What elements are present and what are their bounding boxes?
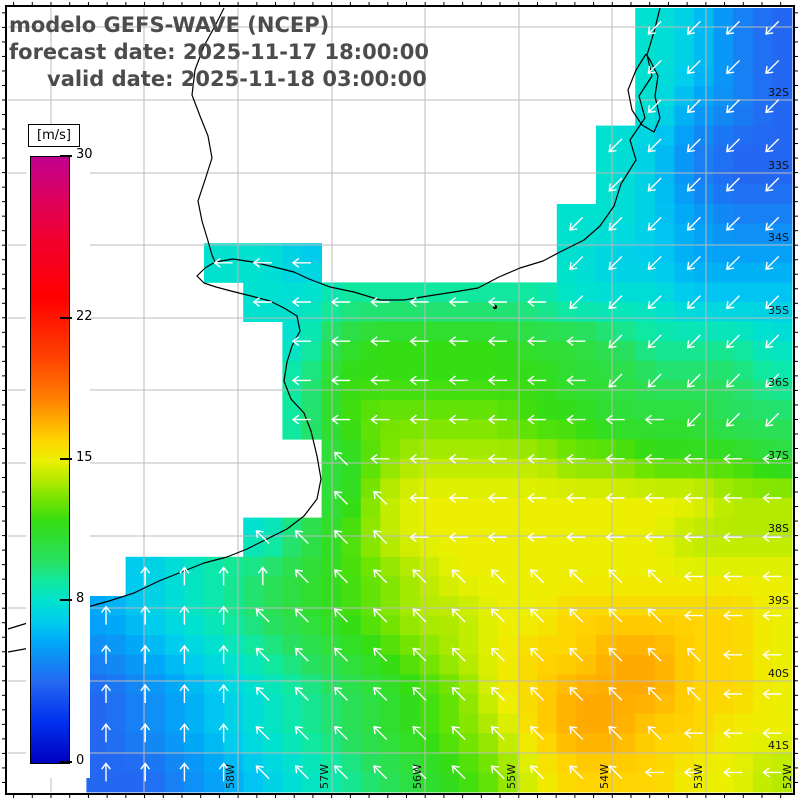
colorbar-tickmark-30 — [60, 155, 72, 157]
lon-label-52W: 52W — [781, 764, 794, 789]
lon-label-54W: 54W — [598, 764, 611, 789]
graticule-grid — [8, 8, 792, 792]
lat-label-32S: 32S — [768, 86, 789, 99]
lon-label-58W: 58W — [224, 764, 237, 789]
lon-label-53W: 53W — [692, 764, 705, 789]
colorbar-gradient — [30, 156, 70, 764]
lat-label-36S: 36S — [768, 376, 789, 389]
colorbar-tickmark-22 — [60, 316, 72, 319]
lat-label-39S: 39S — [768, 594, 789, 607]
colorbar-tickmark-15 — [60, 458, 72, 460]
lat-label-35S: 35S — [768, 304, 789, 317]
title-block: modelo GEFS-WAVE (NCEP) forecast date: 2… — [9, 12, 429, 93]
valid-date-line: valid date: 2025-11-18 03:00:00 — [47, 67, 427, 91]
lat-label-40S: 40S — [768, 667, 789, 680]
lat-label-38S: 38S — [768, 522, 789, 535]
lon-label-56W: 56W — [411, 764, 424, 789]
lat-label-37S: 37S — [768, 449, 789, 462]
colorbar-tickmark-8 — [60, 599, 72, 602]
colorbar-tick-8: 8 — [76, 591, 85, 607]
colorbar: [m/s] 30 22 15 8 0 — [26, 124, 93, 778]
forecast-date-line: forecast date: 2025-11-17 18:00:00 — [9, 40, 429, 64]
colorbar-tick-0: 0 — [76, 753, 85, 768]
colorbar-tick-15: 15 — [76, 450, 93, 465]
colorbar-tick-22: 22 — [76, 308, 93, 324]
wave-direction-arrows — [101, 20, 782, 782]
colorbar-tickmark-0 — [60, 761, 72, 763]
wave-field-cells — [86, 8, 793, 793]
model-title: modelo GEFS-WAVE (NCEP) — [9, 13, 330, 37]
lat-label-33S: 33S — [768, 159, 789, 172]
lon-label-55W: 55W — [505, 764, 518, 789]
colorbar-unit-label: [m/s] — [28, 124, 80, 147]
colorbar-tick-30: 30 — [76, 147, 93, 162]
lat-label-34S: 34S — [768, 231, 789, 244]
lat-label-41S: 41S — [768, 739, 789, 752]
lon-label-57W: 57W — [318, 764, 331, 789]
